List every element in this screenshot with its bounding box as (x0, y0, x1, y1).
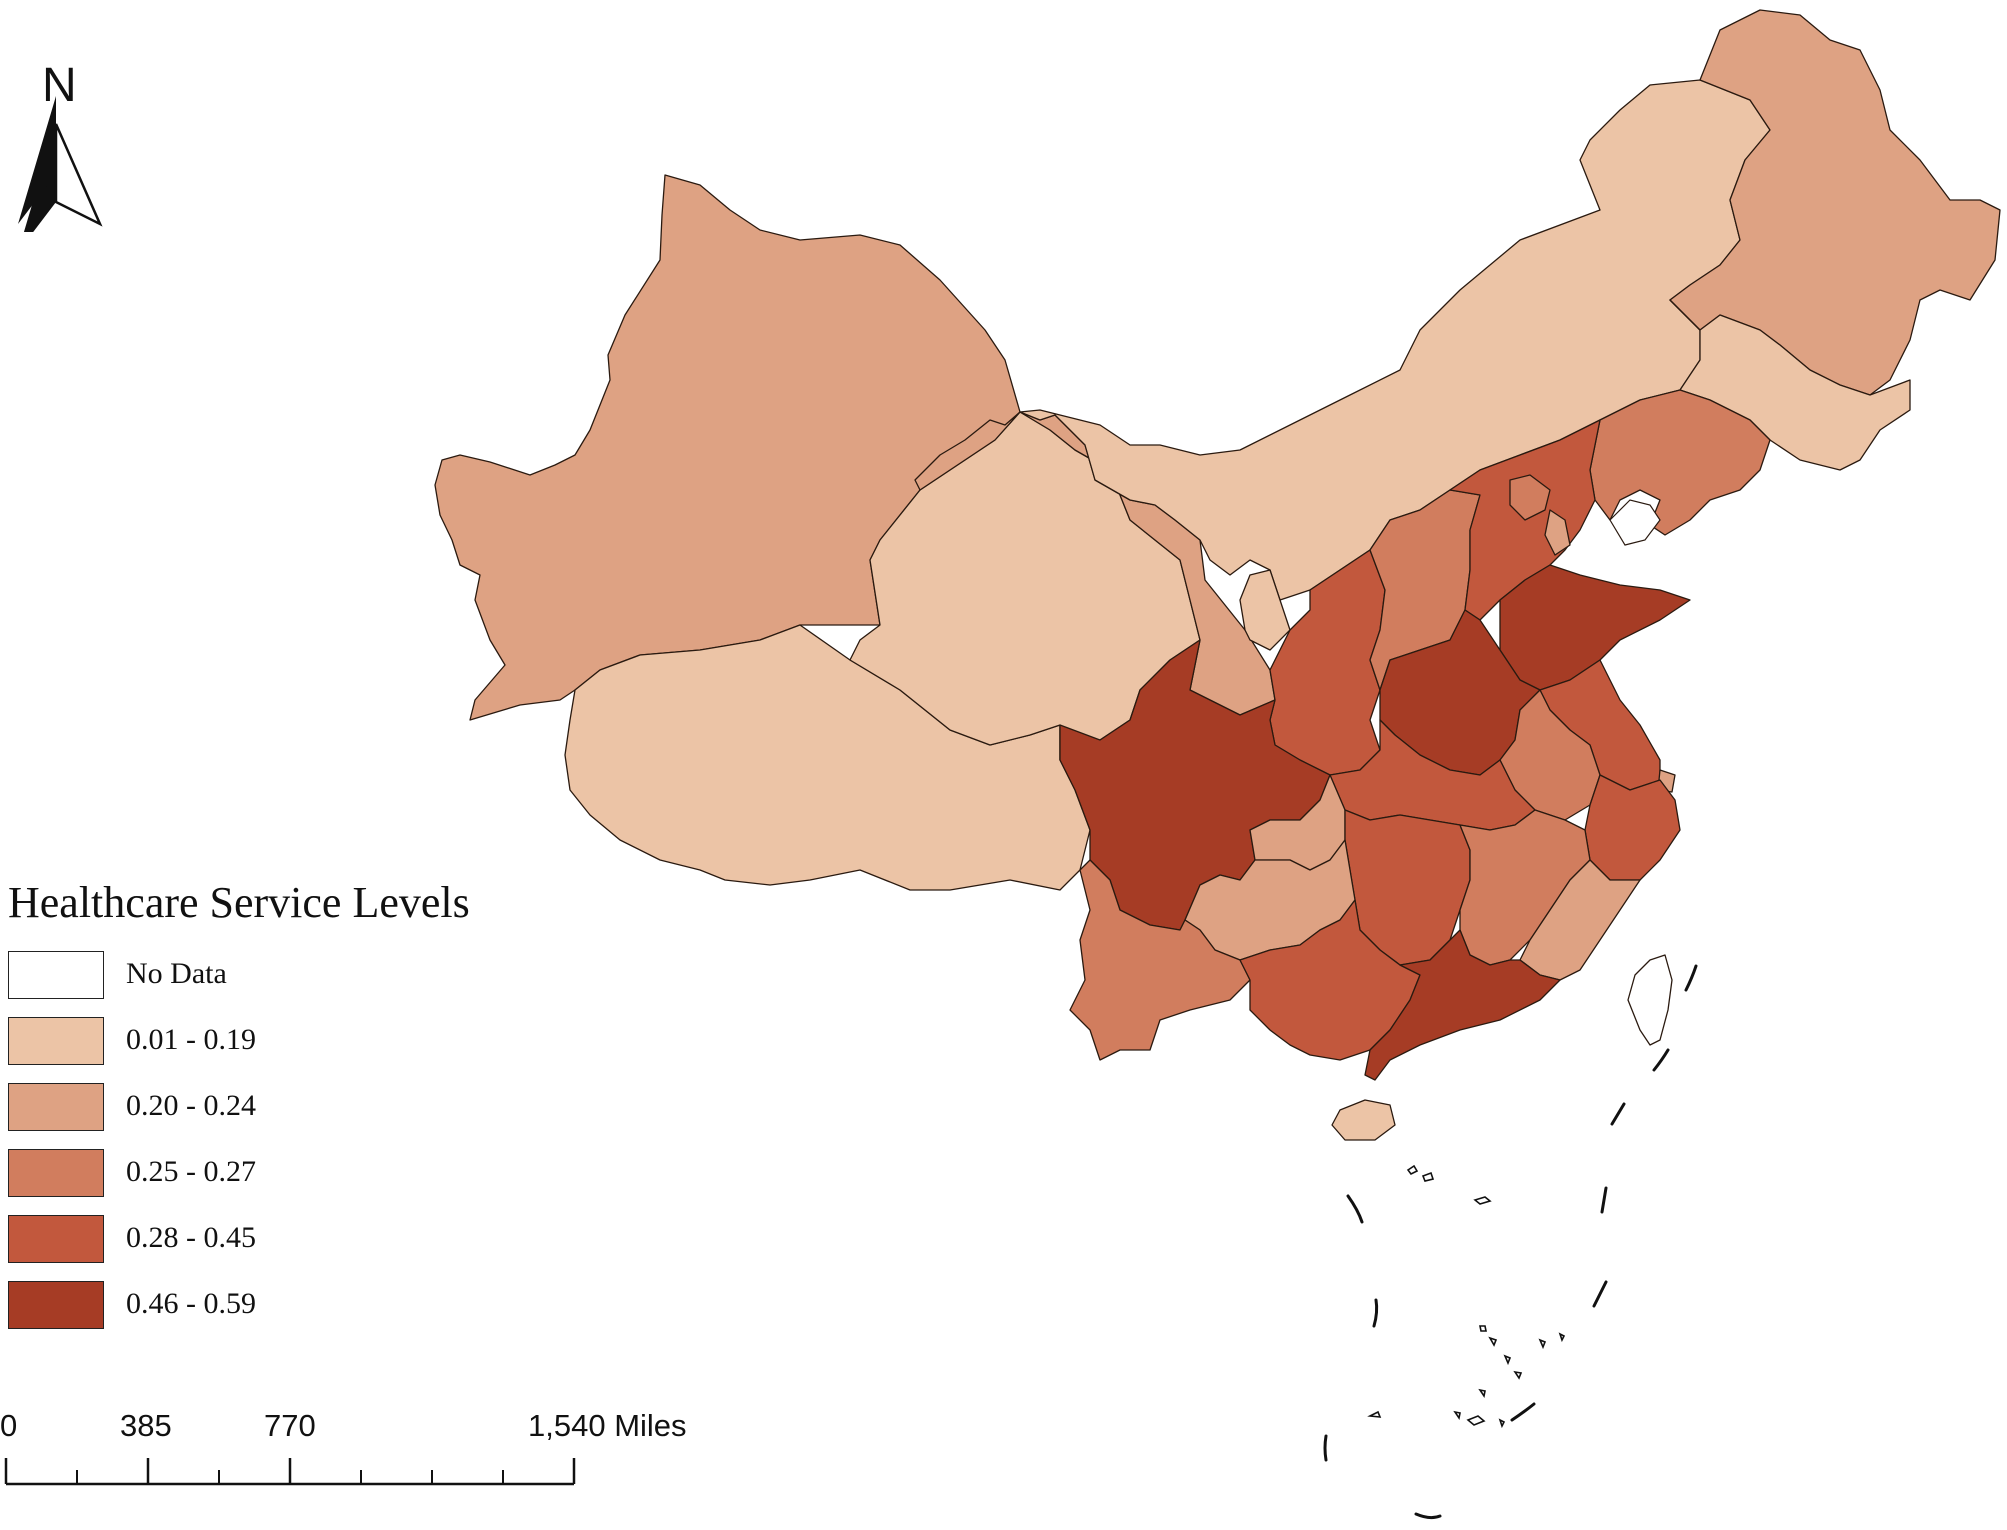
island-cluster (1513, 1370, 1523, 1380)
legend-label: 0.25 - 0.27 (126, 1155, 256, 1188)
island-cluster (1538, 1338, 1547, 1350)
legend-label: 0.20 - 0.24 (126, 1089, 256, 1122)
bohai-sea (1609, 499, 1661, 546)
island-cluster (1488, 1336, 1498, 1347)
region-heilongjiang (1669, 9, 2001, 396)
region-tibet (564, 624, 1091, 891)
dash-line (1323, 1434, 1328, 1462)
legend-item: 0.46 - 0.59 (8, 1281, 568, 1347)
region-taiwan (1627, 954, 1673, 1046)
scale-tick-label: 385 (120, 1408, 172, 1443)
region-xinjiang (434, 174, 1021, 721)
region-liaoning (1589, 389, 1771, 536)
region-ningxia (1239, 569, 1291, 651)
north-arrow-label: N (42, 59, 77, 112)
region-tianjin (1544, 509, 1571, 556)
dash-line (1414, 1512, 1442, 1520)
island-cluster (1466, 1415, 1486, 1426)
island-cluster (1406, 1164, 1419, 1176)
legend-label: 0.01 - 0.19 (126, 1023, 256, 1056)
legend-item: No Data (8, 951, 568, 1017)
map-legend: Healthcare Service Levels No Data 0.01 - … (8, 875, 568, 1347)
region-yunnan (1069, 859, 1251, 1061)
legend-label: 0.46 - 0.59 (126, 1287, 256, 1320)
dash-line (1684, 964, 1698, 992)
north-arrow-icon (18, 96, 103, 232)
scale-tick-label: 0 (0, 1408, 18, 1443)
legend-swatch (8, 1083, 104, 1131)
island-cluster (1453, 1410, 1461, 1421)
dash-line (1592, 1280, 1608, 1308)
island-cluster (1503, 1354, 1512, 1366)
island-cluster (1478, 1388, 1486, 1399)
region-beijing (1509, 474, 1551, 521)
legend-item: 0.28 - 0.45 (8, 1215, 568, 1281)
legend-swatch (8, 1149, 104, 1197)
legend-label: No Data (126, 957, 227, 990)
legend-label: 0.28 - 0.45 (126, 1221, 256, 1254)
dash-line (1346, 1194, 1364, 1224)
legend-swatch (8, 1281, 104, 1329)
legend-item: 0.25 - 0.27 (8, 1149, 568, 1215)
region-zhejiang (1584, 774, 1681, 881)
legend-swatch (8, 1017, 104, 1065)
dash-line (1510, 1402, 1536, 1422)
island-cluster (1479, 1325, 1487, 1332)
legend-item: 0.20 - 0.24 (8, 1083, 568, 1149)
scale-tick-label: 770 (264, 1408, 316, 1443)
nine-dash-line (1323, 964, 1698, 1520)
region-fujian (1519, 859, 1641, 981)
legend-swatch (8, 1215, 104, 1263)
legend-title: Healthcare Service Levels (8, 878, 470, 927)
region-guangdong (1364, 929, 1561, 1081)
island-cluster (1473, 1196, 1492, 1205)
legend-item: 0.01 - 0.19 (8, 1017, 568, 1083)
dash-line (1610, 1102, 1626, 1126)
island-cluster (1498, 1418, 1506, 1429)
north-arrow: N (14, 62, 110, 232)
dash-line (1600, 1186, 1608, 1214)
region-hainan (1331, 1099, 1396, 1141)
south-china-sea-islands (1367, 1164, 1566, 1429)
legend-swatch (8, 951, 104, 999)
island-cluster (1367, 1410, 1382, 1418)
island-cluster (1558, 1332, 1566, 1343)
island-cluster (1421, 1171, 1435, 1182)
scale-bar-graphic (4, 1458, 576, 1486)
dash-line (1652, 1048, 1670, 1072)
dash-line (1372, 1298, 1379, 1328)
scale-tick-label: 1,540 Miles (528, 1408, 687, 1443)
scale-bar: 0 385 770 1,540 Miles (0, 1408, 740, 1488)
